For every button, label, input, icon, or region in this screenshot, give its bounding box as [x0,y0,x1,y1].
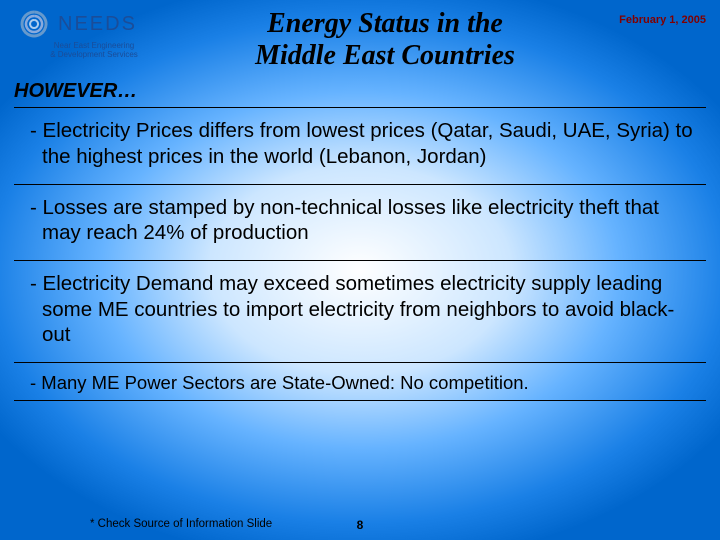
slide: NEEDS Near East Engineering& Development… [0,0,720,540]
title-block: Energy Status in theMiddle East Countrie… [174,8,596,72]
divider [14,184,706,185]
bullet-item: - Many ME Power Sectors are State-Owned:… [18,371,702,394]
however-label: HOWEVER… [0,76,720,107]
slide-date: February 1, 2005 [596,14,706,26]
content: - Electricity Prices differs from lowest… [0,108,720,405]
logo-text: NEEDS [58,13,137,36]
logo-subtitle: Near East Engineering& Development Servi… [14,42,174,60]
divider [14,400,706,401]
page-number: 8 [357,518,364,532]
logo-block: NEEDS Near East Engineering& Development… [14,8,174,60]
bullet-item: - Losses are stamped by non-technical lo… [18,195,702,246]
bullet-item: - Electricity Prices differs from lowest… [18,118,702,169]
date-block: February 1, 2005 [596,8,706,26]
bullet-item: - Electricity Demand may exceed sometime… [18,271,702,348]
divider [14,260,706,261]
swirl-icon [14,8,54,40]
slide-title: Energy Status in theMiddle East Countrie… [174,8,596,72]
divider [14,362,706,363]
footnote: * Check Source of Information Slide [90,518,272,530]
header: NEEDS Near East Engineering& Development… [0,0,720,76]
